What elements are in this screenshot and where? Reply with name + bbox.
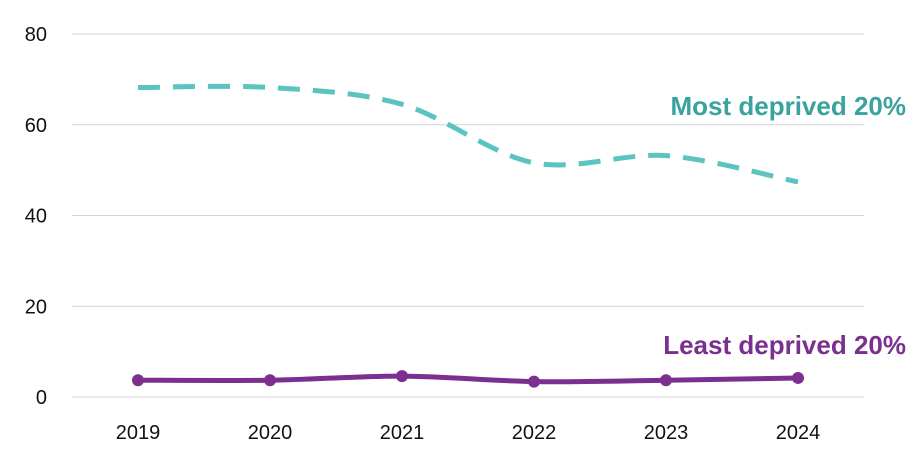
x-tick-label-2022: 2022	[512, 422, 557, 444]
data-point-least-deprived-2022	[528, 375, 540, 388]
x-tick-label-2020: 2020	[248, 422, 293, 444]
x-tick-label-2024: 2024	[776, 422, 821, 444]
grid	[72, 33, 864, 398]
x-tick-label-2019: 2019	[116, 422, 161, 444]
y-tick-label-40: 40	[25, 206, 47, 228]
series-label-most-deprived: Most deprived 20%	[670, 91, 906, 121]
series-label-least-deprived: Least deprived 20%	[663, 330, 906, 360]
x-tick-label-2021: 2021	[380, 422, 425, 444]
y-tick-label-0: 0	[36, 387, 47, 409]
data-point-least-deprived-2021	[396, 370, 408, 383]
series-line-most-deprived	[137, 83, 799, 185]
series-markers	[132, 370, 804, 388]
y-tick-label-80: 80	[25, 24, 47, 46]
y-tick-label-20: 20	[25, 296, 47, 318]
data-point-least-deprived-2019	[132, 374, 144, 387]
data-point-least-deprived-2024	[792, 371, 804, 384]
y-tick-label-60: 60	[25, 115, 47, 137]
data-point-least-deprived-2020	[264, 374, 276, 387]
x-tick-label-2023: 2023	[644, 422, 689, 444]
series-line-least-deprived	[135, 373, 801, 385]
series-lines	[135, 83, 801, 385]
x-axis-ticks: 2019 2020 2021 2022 2023 2024	[116, 422, 821, 444]
y-axis-ticks: 0 20 40 60 80	[25, 24, 47, 409]
data-point-least-deprived-2023	[660, 374, 672, 387]
